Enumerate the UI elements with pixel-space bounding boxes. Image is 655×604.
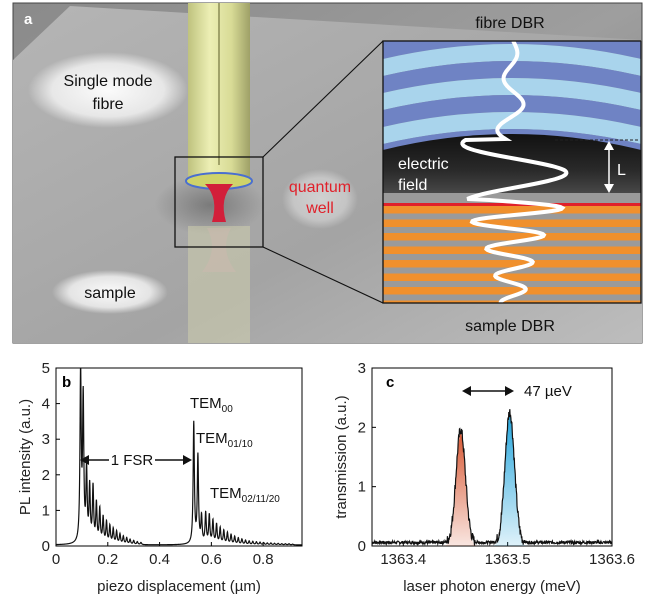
sample-dbr-layer (383, 246, 641, 254)
tem021120-label: TEM02/11/20 (210, 485, 280, 505)
y-tick-label: 0 (42, 538, 50, 555)
fibre-dbr-layer (383, 78, 641, 110)
cavity-mode (205, 184, 233, 222)
y-tick-label: 0 (358, 538, 366, 555)
fibre-dbr-layer (383, 44, 641, 76)
sample-dbr-layer (383, 233, 641, 241)
label-fibre-dbr: fibre DBR (475, 15, 544, 32)
panel-a-letter: a (24, 11, 33, 28)
label-glow-qw (282, 169, 358, 229)
sample-dbr-layer (383, 260, 641, 268)
electric-field-line (460, 41, 569, 303)
linewidth-label: 47 µeV (524, 383, 572, 400)
zoom-box (174, 156, 264, 248)
panel-c-peak-fill (490, 415, 529, 546)
label-sample: sample (84, 285, 136, 302)
panel-b-letter: b (62, 374, 71, 391)
x-tick-label: 0.2 (97, 551, 118, 568)
zoom-line-bottom (262, 246, 384, 304)
label-electric-field-1: electric (398, 156, 449, 173)
x-tick-label: 1363.4 (380, 551, 426, 568)
panel-c-peak-fill (441, 433, 480, 546)
label-fibre-line1: Single mode (64, 73, 153, 90)
inset-frame (382, 40, 642, 304)
panel-c-axes-box (371, 367, 613, 547)
panel-b-ticks: 0 0.2 0.4 0.6 0.8 0 1 2 3 4 5 (42, 360, 274, 568)
label-quantum-well-2: well (305, 200, 334, 217)
y-tick-label: 2 (42, 467, 50, 484)
mode-reflection (202, 228, 236, 272)
panel-c-letter: c (386, 374, 394, 391)
y-tick-label: 1 (42, 502, 50, 519)
panel-c-series-line (372, 409, 612, 546)
panel-b-chart: 0 0.2 0.4 0.6 0.8 0 1 2 3 4 5 b 1 FSR TEM00 TEM01/… (17, 360, 303, 595)
fibre-dbr-layer (383, 61, 641, 93)
y-tick-label: 2 (358, 419, 366, 436)
y-tick-label: 5 (42, 360, 50, 377)
linewidth-arrow (462, 386, 514, 396)
tem00-label: TEM00 (190, 395, 233, 415)
label-glow-sample (52, 270, 168, 314)
x-tick-label: 0.8 (253, 551, 274, 568)
sample-dbr-layer (383, 273, 641, 281)
x-tick-label: 0.4 (149, 551, 170, 568)
gap-arrow (604, 141, 614, 193)
sample-dbr-layer (383, 219, 641, 227)
panel-c-xlabel: laser photon energy (meV) (403, 578, 581, 595)
label-sample-dbr: sample DBR (465, 318, 555, 335)
y-tick-label: 4 (42, 396, 50, 413)
label-glow-fibre (28, 52, 188, 128)
tem0110-label: TEM01/10 (196, 430, 253, 450)
fsr-label-bg (109, 450, 155, 469)
sample-dbr-layer (383, 287, 641, 295)
fibre-shadow (155, 175, 265, 235)
x-tick-label: 0 (52, 551, 60, 568)
gap-region (383, 134, 641, 195)
panel-a-illustration: a Single mode fibre sample quantum well … (12, 2, 643, 344)
panel-c-ticks: 1363.4 1363.5 1363.6 0 1 2 3 (358, 360, 635, 568)
zoom-line-top (262, 40, 384, 158)
fibre-dbr-layer (383, 95, 641, 127)
fsr-label: 1 FSR (111, 452, 154, 469)
panel-c-fills (441, 415, 529, 546)
y-tick-label: 1 (358, 479, 366, 496)
sample-top-layer (383, 193, 641, 205)
panel-c-chart: 1363.4 1363.5 1363.6 0 1 2 3 c 47 µeV laser ph… (333, 360, 635, 595)
panel-b-ylabel: PL intensity (a.u.) (17, 399, 34, 515)
panel-b-axes-box (55, 367, 303, 547)
dbr-inset (383, 41, 641, 303)
x-tick-label: 0.6 (201, 551, 222, 568)
label-fibre-line2: fibre (92, 96, 123, 113)
fibre-dbr-layer (383, 112, 641, 144)
panel-b-series-line (56, 368, 302, 546)
label-gap-L: L (617, 162, 626, 179)
y-tick-label: 3 (358, 360, 366, 377)
label-quantum-well-1: quantum (289, 179, 351, 196)
fibre-dbr-layer (383, 41, 641, 59)
x-tick-label: 1363.5 (485, 551, 531, 568)
label-electric-field-2: field (398, 177, 427, 194)
x-tick-label: 1363.6 (589, 551, 635, 568)
panel-c-ylabel: transmission (a.u.) (333, 395, 350, 518)
y-tick-label: 3 (42, 431, 50, 448)
sample-dbr-layer (383, 300, 641, 303)
panel-b-xlabel: piezo displacement (µm) (97, 578, 261, 595)
sample-dbr-layer (383, 206, 641, 214)
fibre-reflection (188, 226, 250, 343)
quantum-well-layer (383, 203, 641, 206)
